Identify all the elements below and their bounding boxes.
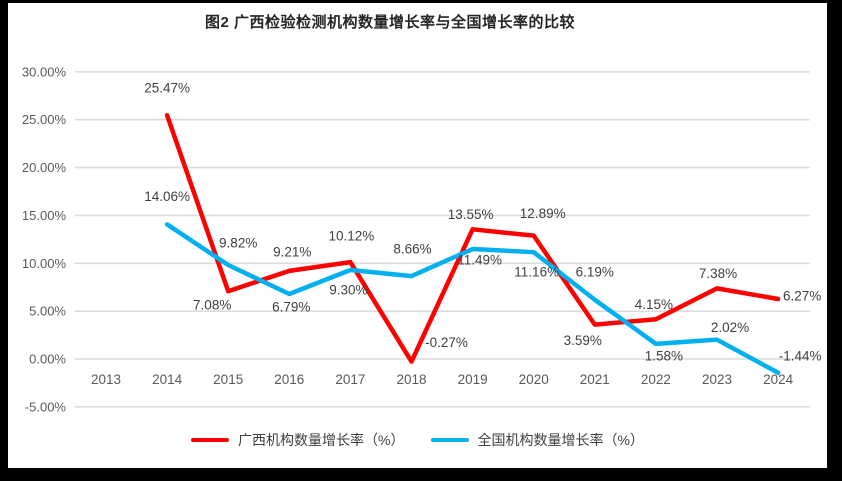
y-axis-tick-label: 0.00% [29,352,66,367]
x-axis-tick-label: 2014 [152,372,183,387]
data-label: 2.02% [711,320,749,335]
national-growth-line [164,222,781,376]
x-axis-tick-label: 2013 [91,372,121,387]
legend-label-guangxi: 广西机构数量增长率（%） [238,432,405,448]
data-label: -0.27% [425,335,468,350]
data-label: -1.44% [779,348,822,363]
x-axis-tick-label: 2016 [274,372,304,387]
data-label: 6.27% [783,288,821,303]
data-label: 8.66% [393,242,431,257]
x-axis-tick-label: 2020 [519,372,549,387]
data-label: 9.30% [329,282,367,297]
data-label: 11.16% [514,265,559,280]
data-label: 25.47% [144,81,190,96]
data-label: 12.89% [520,206,566,221]
y-axis-tick-label: 30.00% [22,64,67,79]
data-label: 13.55% [448,207,494,222]
data-label: 3.59% [564,333,602,348]
data-label: 6.79% [272,300,310,315]
y-axis-tick-label: 10.00% [22,256,67,271]
y-axis-tick-label: -5.00% [25,399,67,414]
y-axis-tick-label: 20.00% [22,160,67,175]
chart-title: 图2 广西检验检测机构数量增长率与全国增长率的比较 [204,14,575,31]
guangxi-growth-line [164,112,781,364]
x-axis-tick-label: 2024 [763,372,794,387]
data-label: 6.19% [576,264,614,279]
data-label: 7.38% [699,266,737,281]
y-axis-tick-label: 15.00% [22,208,67,223]
legend-item-national: 全国机构数量增长率（%） [430,430,644,450]
chart-legend: 广西机构数量增长率（%） 全国机构数量增长率（%） [8,430,827,450]
data-label: 9.21% [273,244,311,259]
x-axis-tick-label: 2015 [213,372,243,387]
x-axis-tick-label: 2021 [580,372,610,387]
x-axis-tick-label: 2019 [458,372,488,387]
x-axis-tick-label: 2023 [702,372,732,387]
data-label: 9.82% [219,236,257,251]
data-label: 11.49% [457,253,502,268]
chart-frame [8,3,827,468]
data-label: 4.15% [635,297,673,312]
national-line-swatch [430,438,469,442]
data-label: 1.58% [645,348,683,363]
guangxi-line-swatch [191,438,230,442]
legend-label-national: 全国机构数量增长率（%） [477,432,644,448]
data-label: 14.06% [144,189,190,204]
legend-item-guangxi: 广西机构数量增长率（%） [191,430,405,450]
y-axis-tick-label: 5.00% [29,304,66,319]
x-axis-tick-label: 2022 [641,372,671,387]
x-axis-tick-label: 2017 [335,372,365,387]
data-label: 10.12% [329,229,375,244]
y-axis-tick-label: 25.00% [22,112,67,127]
data-label: 7.08% [193,298,231,313]
x-axis-tick-label: 2018 [396,372,426,387]
